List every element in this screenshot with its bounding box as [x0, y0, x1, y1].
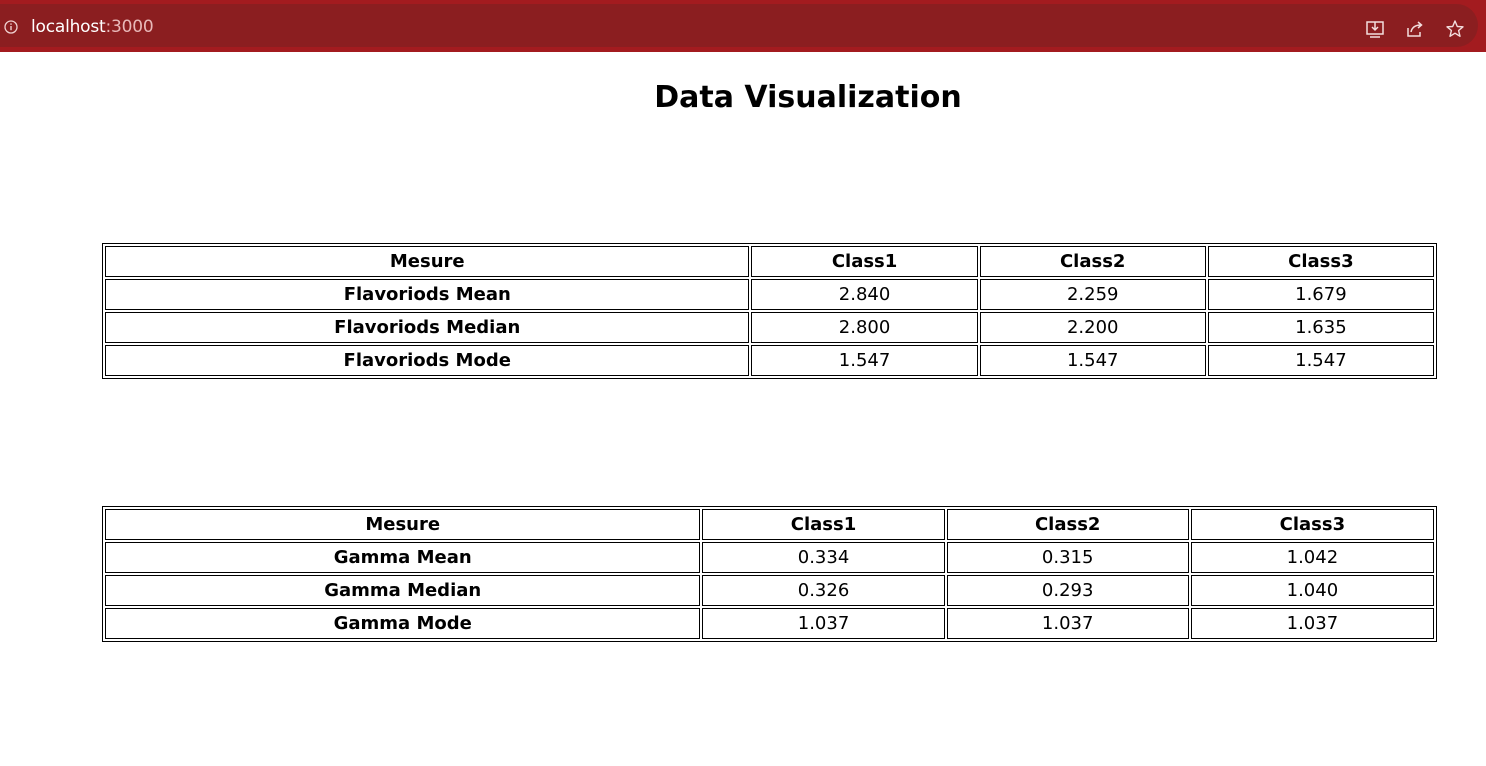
row-label: Gamma Mode — [105, 608, 701, 639]
info-icon[interactable] — [4, 20, 18, 34]
table-row: Gamma Median 0.326 0.293 1.040 — [105, 575, 1434, 606]
bookmark-star-icon[interactable] — [1445, 19, 1465, 39]
table-row: Flavoriods Mode 1.547 1.547 1.547 — [105, 345, 1434, 376]
table-cell: 1.679 — [1207, 279, 1434, 310]
table-cell: 1.037 — [1190, 608, 1434, 639]
table-cell: 0.326 — [702, 575, 945, 606]
table-header-row: Mesure Class1 Class2 Class3 — [105, 246, 1434, 277]
table-cell: 1.547 — [751, 345, 978, 376]
table-cell: 1.547 — [979, 345, 1206, 376]
column-header: Class3 — [1190, 509, 1434, 540]
row-label: Gamma Mean — [105, 542, 701, 573]
address-bar[interactable]: localhost:3000 — [0, 4, 1478, 47]
table-row: Gamma Mean 0.334 0.315 1.042 — [105, 542, 1434, 573]
column-header: Mesure — [105, 509, 701, 540]
row-label: Flavoriods Mode — [105, 345, 750, 376]
table-cell: 0.315 — [946, 542, 1189, 573]
row-label: Flavoriods Mean — [105, 279, 750, 310]
url-text[interactable]: localhost:3000 — [31, 17, 154, 37]
gamma-table: Mesure Class1 Class2 Class3 Gamma Mean 0… — [102, 506, 1437, 642]
table-cell: 2.840 — [751, 279, 978, 310]
table-cell: 1.040 — [1190, 575, 1434, 606]
table-row: Flavoriods Mean 2.840 2.259 1.679 — [105, 279, 1434, 310]
flavanoids-table: Mesure Class1 Class2 Class3 Flavoriods M… — [102, 243, 1437, 379]
page-title: Data Visualization — [654, 80, 962, 115]
column-header: Class3 — [1207, 246, 1434, 277]
table-cell: 1.547 — [1207, 345, 1434, 376]
column-header: Class1 — [702, 509, 945, 540]
row-label: Flavoriods Median — [105, 312, 750, 343]
table-cell: 2.259 — [979, 279, 1206, 310]
table-cell: 1.037 — [702, 608, 945, 639]
share-icon[interactable] — [1405, 19, 1425, 39]
table-cell: 0.293 — [946, 575, 1189, 606]
row-label: Gamma Median — [105, 575, 701, 606]
table-row: Gamma Mode 1.037 1.037 1.037 — [105, 608, 1434, 639]
table-cell: 2.200 — [979, 312, 1206, 343]
table-cell: 1.037 — [946, 608, 1189, 639]
column-header: Class1 — [751, 246, 978, 277]
install-icon[interactable] — [1365, 19, 1385, 39]
url-host: localhost — [31, 17, 106, 37]
table-cell: 1.042 — [1190, 542, 1434, 573]
table-cell: 0.334 — [702, 542, 945, 573]
table-header-row: Mesure Class1 Class2 Class3 — [105, 509, 1434, 540]
table-row: Flavoriods Median 2.800 2.200 1.635 — [105, 312, 1434, 343]
browser-toolbar: localhost:3000 — [0, 0, 1486, 52]
table-cell: 2.800 — [751, 312, 978, 343]
column-header: Class2 — [979, 246, 1206, 277]
table-cell: 1.635 — [1207, 312, 1434, 343]
column-header: Mesure — [105, 246, 750, 277]
column-header: Class2 — [946, 509, 1189, 540]
url-port: :3000 — [105, 17, 154, 37]
